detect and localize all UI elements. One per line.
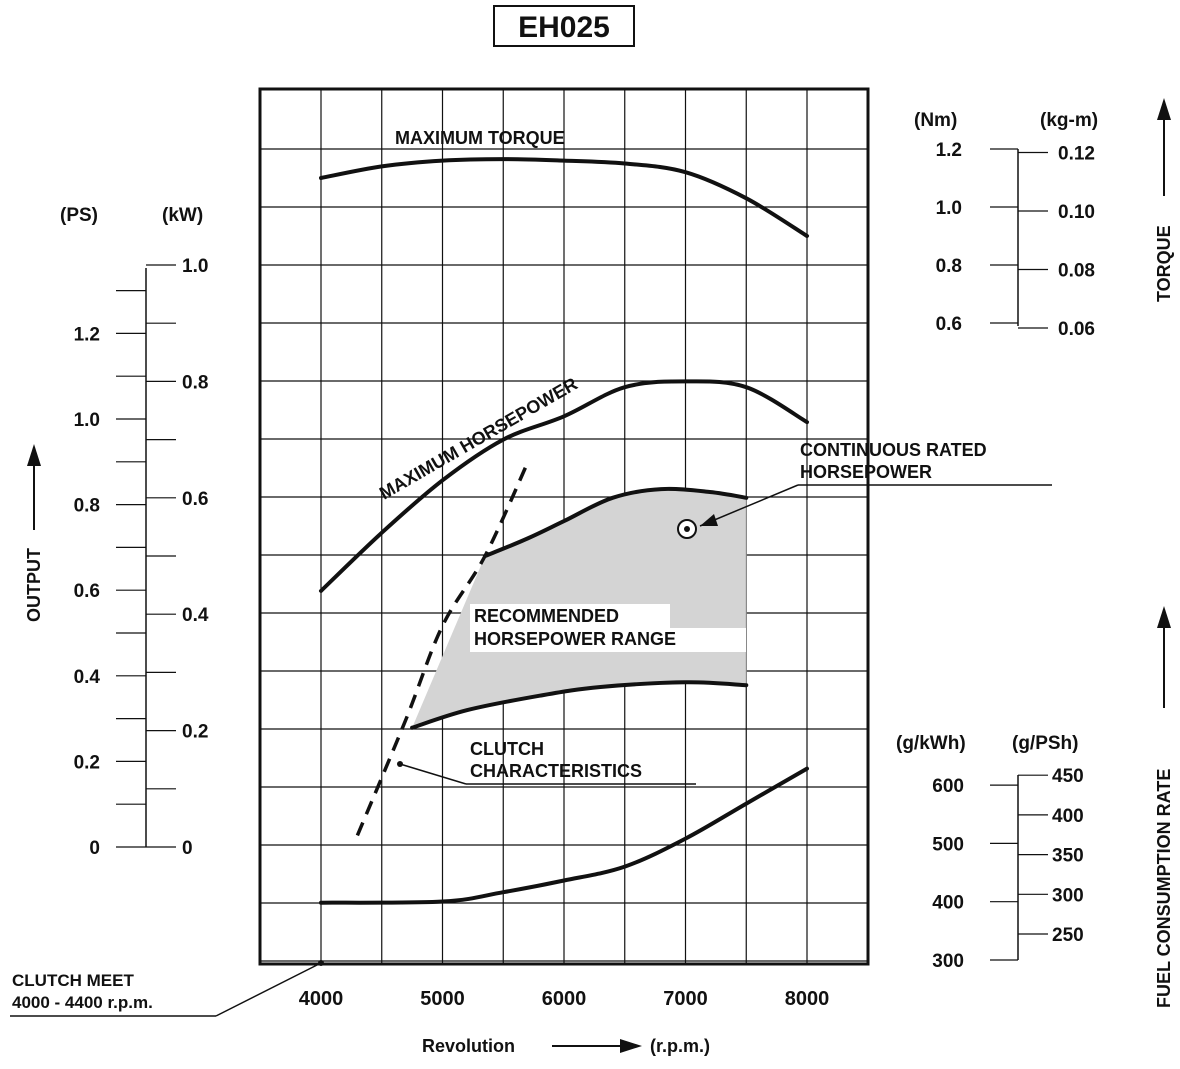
clutch-leader-dot — [397, 761, 403, 767]
gpsh-tick-label: 300 — [1052, 885, 1084, 906]
clutch-characteristics-curve — [355, 462, 530, 837]
output-axis-title: OUTPUT — [24, 548, 44, 622]
nm-tick-label: 1.2 — [936, 140, 962, 161]
title-box — [493, 5, 635, 47]
recommended-label-bg-2 — [470, 628, 746, 652]
ps-tick-label: 0.8 — [74, 496, 100, 517]
continuous-rated-label-2: HORSEPOWER — [800, 462, 932, 482]
gkwh-tick-label: 600 — [932, 776, 964, 797]
recommended-lower-curve — [410, 680, 749, 730]
kgm-tick-label: 0.10 — [1058, 202, 1095, 223]
kgm-tick-label: 0.08 — [1058, 261, 1095, 282]
gkwh-unit-label: (g/kWh) — [896, 733, 966, 754]
ps-tick-label: 0.4 — [74, 667, 101, 688]
clutch-meet-label-1: CLUTCH MEET — [12, 971, 134, 990]
gkwh-tick-label: 400 — [932, 893, 964, 914]
chart-title: EH025 — [518, 11, 610, 44]
ps-tick-label: 1.0 — [74, 410, 100, 431]
ps-tick-label: 1.2 — [74, 324, 100, 345]
clutch-label-1: CLUTCH — [470, 739, 544, 759]
clutch-meet-leader — [215, 962, 322, 1017]
torque-axis-title: TORQUE — [1154, 225, 1174, 302]
kw-unit-label: (kW) — [162, 205, 203, 226]
x-tick-label: 8000 — [785, 988, 830, 1010]
max-torque-curve — [319, 157, 809, 238]
torque-arrowhead — [1157, 98, 1171, 120]
gkwh-tick-label: 300 — [932, 951, 964, 972]
gpsh-tick-label: 250 — [1052, 925, 1084, 946]
fuel-consumption-curve — [319, 766, 809, 905]
x-axis-label-rpm: (r.p.m.) — [650, 1036, 710, 1056]
continuous-arrowhead — [700, 514, 718, 526]
x-tick-labels: 4000 5000 6000 7000 8000 — [299, 988, 830, 1010]
ps-tick-label: 0.6 — [74, 581, 100, 602]
kw-tick-label: 0 — [182, 838, 193, 859]
clutch-meet-dot — [318, 960, 324, 966]
fuel-arrowhead — [1157, 606, 1171, 628]
kgm-tick-label: 0.06 — [1058, 319, 1095, 340]
kgm-tick-label: 0.12 — [1058, 144, 1095, 165]
recommended-label-2: HORSEPOWER RANGE — [474, 629, 676, 649]
continuous-rated-curve — [483, 486, 749, 558]
clutch-label-2: CHARACTERISTICS — [470, 761, 642, 781]
ps-unit-label: (PS) — [60, 205, 98, 226]
gpsh-tick-label: 350 — [1052, 846, 1084, 867]
nm-tick-label: 0.6 — [936, 314, 962, 335]
continuous-leader — [699, 484, 799, 527]
gpsh-unit-label: (g/PSh) — [1012, 733, 1079, 754]
x-tick-label: 4000 — [299, 988, 344, 1010]
kw-tick-label: 1.0 — [182, 256, 208, 277]
nm-tick-label: 1.0 — [936, 198, 962, 219]
continuous-rated-label-1: CONTINUOUS RATED — [800, 440, 987, 460]
clutch-leader — [399, 763, 467, 785]
x-tick-label: 5000 — [420, 988, 465, 1010]
kw-tick-label: 0.8 — [182, 372, 208, 393]
gpsh-tick-label: 450 — [1052, 766, 1084, 787]
max-horsepower-curve — [319, 379, 809, 593]
kw-tick-label: 0.6 — [182, 489, 208, 510]
secondary-axes: (PS) (kW) 0 0.2 0.4 0.6 0.8 1.0 0 0.2 0.4 0.6 0.8 1.0… — [60, 110, 1098, 972]
kw-tick-label: 0.2 — [182, 722, 208, 743]
rated-point-dot — [684, 526, 690, 532]
ps-tick-label: 0 — [89, 838, 100, 859]
output-arrowhead — [27, 444, 41, 466]
kgm-unit-label: (kg-m) — [1040, 110, 1098, 131]
max-torque-label: MAXIMUM TORQUE — [395, 128, 565, 148]
recommended-label-1: RECOMMENDED — [474, 606, 619, 626]
series-lines — [319, 157, 809, 905]
clutch-meet-label-2: 4000 - 4400 r.p.m. — [12, 993, 153, 1012]
x-axis-arrowhead — [620, 1039, 642, 1053]
recommended-label-bg-1 — [470, 604, 670, 628]
kw-tick-label: 0.4 — [182, 605, 209, 626]
x-tick-label: 6000 — [542, 988, 587, 1010]
nm-unit-label: (Nm) — [914, 110, 957, 131]
nm-tick-label: 0.8 — [936, 256, 962, 277]
ps-tick-label: 0.2 — [74, 752, 100, 773]
gkwh-tick-label: 500 — [932, 834, 964, 855]
gpsh-tick-label: 400 — [1052, 806, 1084, 827]
x-tick-label: 7000 — [663, 988, 708, 1010]
x-axis-label-revolution: Revolution — [422, 1036, 515, 1056]
fuel-axis-title: FUEL CONSUMPTION RATE — [1154, 769, 1174, 1008]
